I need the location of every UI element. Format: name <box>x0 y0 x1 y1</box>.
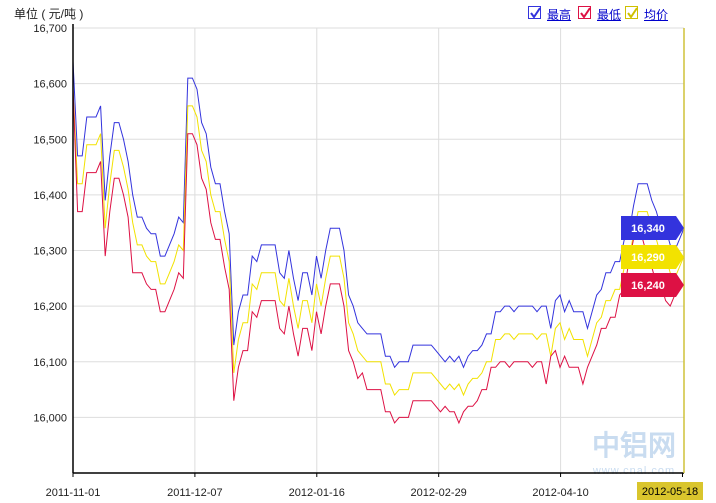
end-label-box-high <box>621 216 684 240</box>
legend-checkbox-high[interactable] <box>528 6 541 19</box>
watermark: 中铝网 www.cnal.com <box>592 429 676 477</box>
legend-label-low[interactable]: 最低 <box>597 8 622 22</box>
date-cursor[interactable]: 2012-05-18 <box>637 28 703 500</box>
x-tick-label: 2011-11-01 <box>46 487 101 499</box>
axes <box>72 24 684 474</box>
y-tick-label: 16,200 <box>33 301 67 313</box>
unit-label: 单位 ( 元/吨 ) <box>14 7 84 21</box>
y-tick-label: 16,700 <box>33 23 67 35</box>
legend-checkbox-avg[interactable] <box>625 6 638 19</box>
legend-label-high[interactable]: 最高 <box>547 8 572 22</box>
cursor-date-label: 2012-05-18 <box>642 486 698 498</box>
y-tick-label: 16,400 <box>33 190 67 202</box>
end-label-avg: 16,290 <box>631 252 665 264</box>
legend-label-avg[interactable]: 均价 <box>644 8 669 22</box>
series-line-high <box>72 61 685 369</box>
legend-checkbox-low[interactable] <box>578 6 591 19</box>
end-label-low: 16,240 <box>631 280 665 292</box>
y-tick-label: 16,500 <box>33 134 67 146</box>
end-label-high: 16,340 <box>631 223 665 235</box>
x-tick-label: 2011-12-07 <box>167 487 222 499</box>
grid-lines <box>73 27 684 473</box>
x-axis-tick-labels: 2011-11-01 2011-12-07 2012-01-16 2012-02-29… <box>46 473 683 499</box>
series-lines <box>72 61 685 425</box>
watermark-url: www.cnal.com <box>592 465 675 477</box>
series-line-avg <box>72 89 685 397</box>
x-tick-label: 2012-01-16 <box>289 487 345 499</box>
series-line-low <box>72 89 680 425</box>
end-label-box-low <box>621 273 684 297</box>
cursor-date-box <box>637 482 703 500</box>
end-label-box-avg <box>621 245 684 269</box>
y-tick-label: 16,600 <box>33 79 67 91</box>
watermark-logo: 中铝网 <box>592 429 676 462</box>
end-value-labels: 16,340 16,290 16,240 <box>621 216 684 297</box>
y-axis-tick-labels: 16,000 16,100 16,200 16,300 16,400 16,500 16,6… <box>33 23 67 424</box>
y-tick-label: 16,300 <box>33 246 67 258</box>
check-icon <box>580 7 591 19</box>
check-icon <box>530 7 541 19</box>
x-tick-label: 2012-02-29 <box>411 487 467 499</box>
x-tick-label: 2012-04-10 <box>532 487 588 499</box>
y-tick-label: 16,100 <box>33 357 67 369</box>
y-tick-label: 16,000 <box>33 412 67 424</box>
check-icon <box>627 7 638 19</box>
